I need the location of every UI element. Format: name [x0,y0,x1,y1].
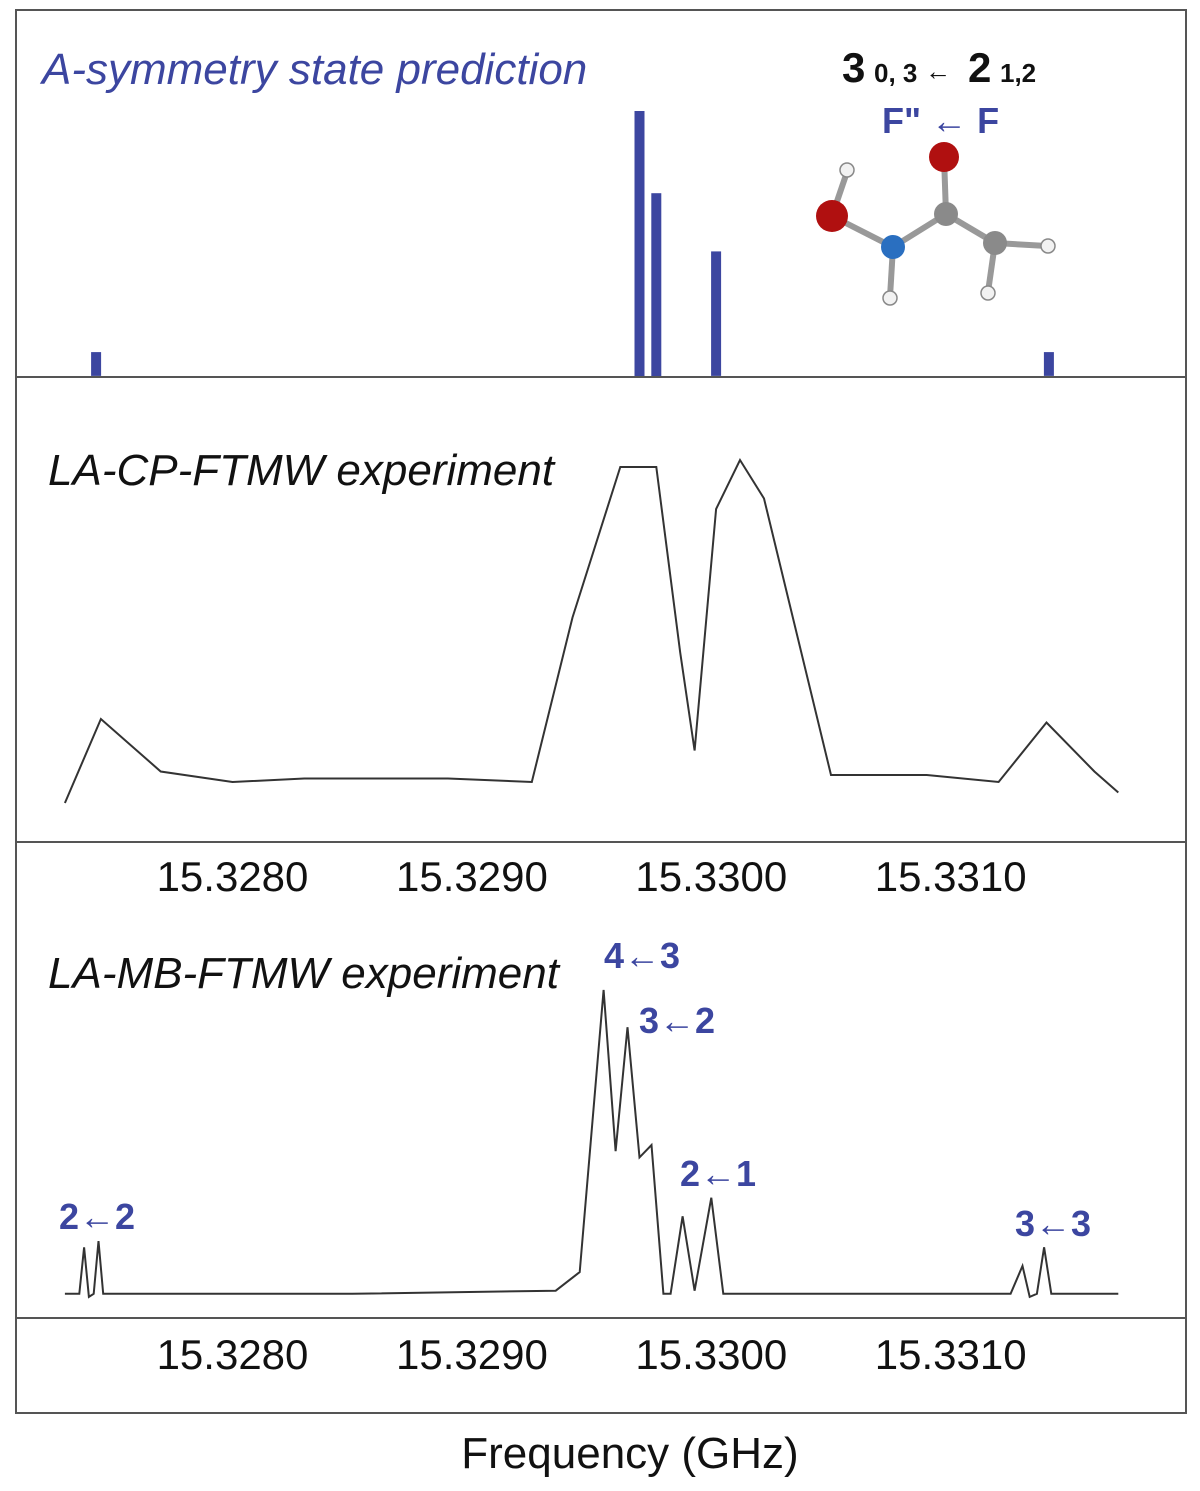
molecule-illustration [816,142,1056,306]
x-tick-label: 15.3280 [157,853,309,900]
transition-upper-j: 3 [842,44,865,91]
x-tick-label: 15.3310 [875,853,1027,900]
prediction-bar [651,193,662,376]
mb-title: LA-MB-FTMW experiment [48,949,561,998]
hydrogen-atom [882,290,898,306]
nitrogen-atom [881,235,905,259]
peak-annotation: 2←2 [59,1196,135,1237]
transition-arrow: ← [925,56,951,86]
oxygen-atom [816,200,848,232]
prediction-bar [634,111,645,376]
hydrogen-atom [1040,238,1056,254]
mb-spectrum-trace [64,989,1119,1299]
peak-annotation: 2←1 [680,1153,756,1194]
cp-spectrum-trace [63,457,1119,804]
x-tick-label: 15.3310 [875,1331,1027,1378]
prediction-bar [91,352,102,376]
hydrogen-atom [839,162,855,178]
prediction-bars [91,111,1054,376]
prediction-bar [711,251,722,376]
x-axis-label: Frequency (GHz) [461,1429,798,1478]
carbon-atom [934,202,958,226]
hydrogen-atom [980,285,996,301]
transition-lower-sub: 1,2 [1000,58,1036,88]
mb-tick-labels: 15.3280 15.3290 15.3300 15.3310 [157,1331,1027,1378]
cp-title: LA-CP-FTMW experiment [48,446,556,495]
mb-peak-annotations: 2←2 4←3 3←2 2←1 3←3 [59,935,1091,1244]
transition-upper-sub: 0, 3 [874,58,917,88]
oxygen-atom [929,142,959,172]
x-tick-label: 15.3280 [157,1331,309,1378]
peak-annotation: 3←3 [1015,1203,1091,1244]
prediction-title: A-symmetry state prediction [39,45,587,94]
x-tick-label: 15.3290 [396,1331,548,1378]
prediction-bar [1043,352,1054,376]
x-tick-label: 15.3300 [635,1331,787,1378]
x-tick-label: 15.3300 [635,853,787,900]
transition-lower-j: 2 [968,44,991,91]
figure-frame [15,9,1187,1414]
x-tick-label: 15.3290 [396,853,548,900]
carbon-atom [983,231,1007,255]
peak-annotation: 4←3 [604,935,680,976]
f-quantum-label: F" ← F [882,100,999,141]
peak-annotation: 3←2 [639,1000,715,1041]
cp-tick-labels: 15.3280 15.3290 15.3300 15.3310 [157,853,1027,900]
